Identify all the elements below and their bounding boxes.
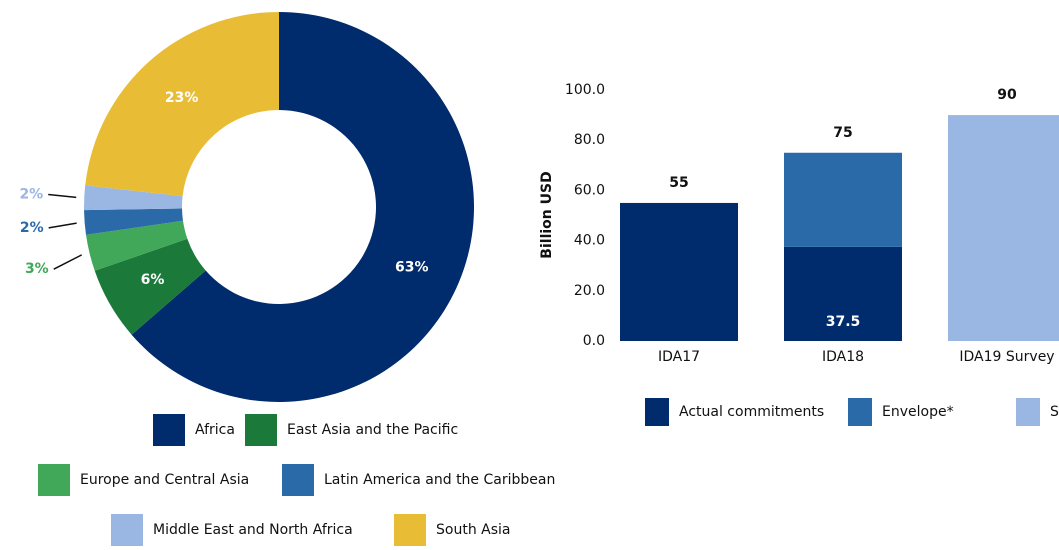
legend-swatch	[282, 464, 314, 496]
bar	[948, 115, 1059, 341]
donut-slice	[84, 185, 183, 211]
slice-label: 6%	[141, 272, 165, 288]
legend-swatch	[245, 414, 277, 446]
y-tick-label: 100.0	[565, 82, 605, 98]
legend-swatch	[645, 398, 669, 426]
bar	[784, 246, 902, 341]
legend-swatch	[848, 398, 872, 426]
slice-label: 2%	[19, 186, 43, 202]
y-tick-label: 60.0	[574, 182, 605, 198]
legend-swatch	[38, 464, 70, 496]
slice-label: 63%	[395, 260, 429, 276]
legend-label: East Asia and the Pacific	[287, 422, 458, 438]
legend-label: Africa	[195, 422, 235, 438]
donut-slice	[131, 12, 474, 402]
legend-label: Survey	[1050, 404, 1059, 420]
x-tick-label: IDA17	[658, 349, 700, 365]
total-label: 55	[669, 175, 688, 191]
y-tick-label: 40.0	[574, 233, 605, 249]
bar	[620, 202, 738, 341]
legend-swatch	[394, 514, 426, 546]
legend-label: South Asia	[436, 522, 510, 538]
donut-slice	[94, 238, 206, 335]
x-tick-label: IDA19 Survey	[959, 349, 1054, 365]
legend-label: Latin America and the Caribbean	[324, 472, 555, 488]
total-label: 90	[997, 87, 1017, 103]
legend-swatch	[1016, 398, 1040, 426]
legend-label: Actual commitments	[679, 404, 824, 420]
slice-label: 3%	[25, 261, 49, 277]
donut-slice	[84, 208, 183, 235]
bar	[784, 152, 902, 247]
legend-label: Middle East and North Africa	[153, 522, 353, 538]
leader-line	[48, 193, 77, 199]
leader-line	[48, 222, 77, 229]
slice-label: 2%	[20, 220, 44, 236]
total-label: 75	[833, 125, 852, 141]
legend-swatch	[111, 514, 143, 546]
y-tick-label: 0.0	[583, 333, 605, 349]
y-axis-label: Billion USD	[539, 171, 555, 258]
donut-slice	[85, 220, 188, 271]
leader-line	[53, 254, 83, 270]
y-tick-label: 80.0	[574, 132, 605, 148]
legend-swatch	[153, 414, 185, 446]
donut-slice	[85, 12, 279, 197]
bar-value-label: 37.5	[826, 314, 861, 330]
y-tick-label: 20.0	[574, 283, 605, 299]
legend-label: Envelope*	[882, 404, 954, 420]
slice-label: 23%	[165, 90, 199, 106]
x-tick-label: IDA18	[822, 349, 864, 365]
legend-label: Europe and Central Asia	[80, 472, 249, 488]
